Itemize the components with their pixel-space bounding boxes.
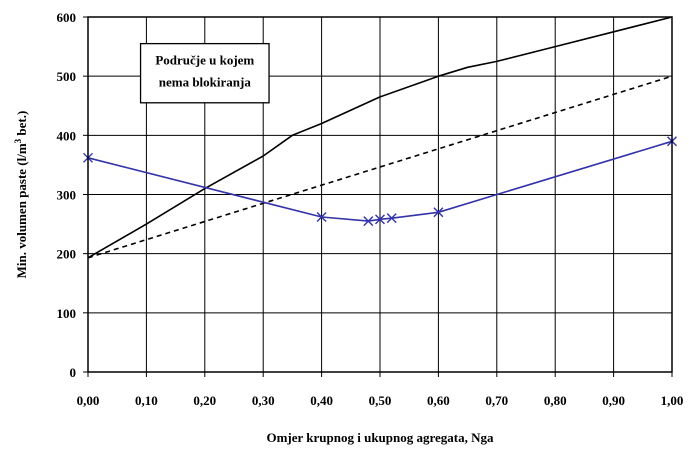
- x-tick-label: 0,50: [369, 393, 392, 408]
- x-tick-label: 0,70: [485, 393, 508, 408]
- x-tick-label: 0,10: [135, 393, 158, 408]
- x-tick-label: 0,40: [310, 393, 333, 408]
- annotation-line-1: Područje u kojem: [155, 53, 254, 68]
- y-axis-title-tail: bet.): [14, 111, 29, 139]
- y-tick-label: 0: [70, 365, 77, 380]
- y-tick-label: 300: [57, 188, 77, 203]
- series-line-2: [87, 75, 673, 259]
- x-tick-label: 0,30: [252, 393, 275, 408]
- annotation-line-2: nema blokiranja: [159, 75, 252, 90]
- y-tick-label: 100: [57, 306, 77, 321]
- x-tick-label: 0,80: [544, 393, 567, 408]
- x-tick-label: 0,00: [77, 393, 100, 408]
- y-axis-title-main: Min. volumen paste (l/m: [14, 143, 29, 278]
- data-point-marker: [386, 213, 397, 224]
- y-tick-label: 400: [57, 128, 77, 143]
- data-point-marker: [375, 214, 385, 225]
- data-point-marker: [433, 207, 444, 218]
- y-tick-label: 600: [57, 10, 77, 25]
- data-point-marker: [363, 216, 374, 227]
- x-tick-label: 0,60: [427, 393, 450, 408]
- tick-labels: 0,00 0,10 0,20 0,30 0,40 0,50 0,60 0,70 0,80 0,90…: [57, 10, 684, 408]
- series-line-1: [87, 16, 673, 259]
- y-axis-title: Min. volumen paste (l/m3 bet.): [13, 111, 29, 279]
- annotation-frame: [139, 42, 270, 104]
- y-axis-title-superscript: 3: [13, 138, 23, 143]
- x-axis-title: Omjer krupnog i ukupnog agregata, Nga: [266, 430, 494, 445]
- x-tick-label: 0,90: [602, 393, 625, 408]
- y-tick-label: 500: [57, 69, 77, 84]
- series-layer: [83, 16, 677, 259]
- data-point-marker: [316, 211, 327, 222]
- annotation-box: Područje u kojem nema blokiranja: [139, 42, 270, 104]
- x-tick-label: 1,00: [661, 393, 684, 408]
- x-tick-label: 0,20: [193, 393, 216, 408]
- y-tick-label: 200: [57, 247, 77, 262]
